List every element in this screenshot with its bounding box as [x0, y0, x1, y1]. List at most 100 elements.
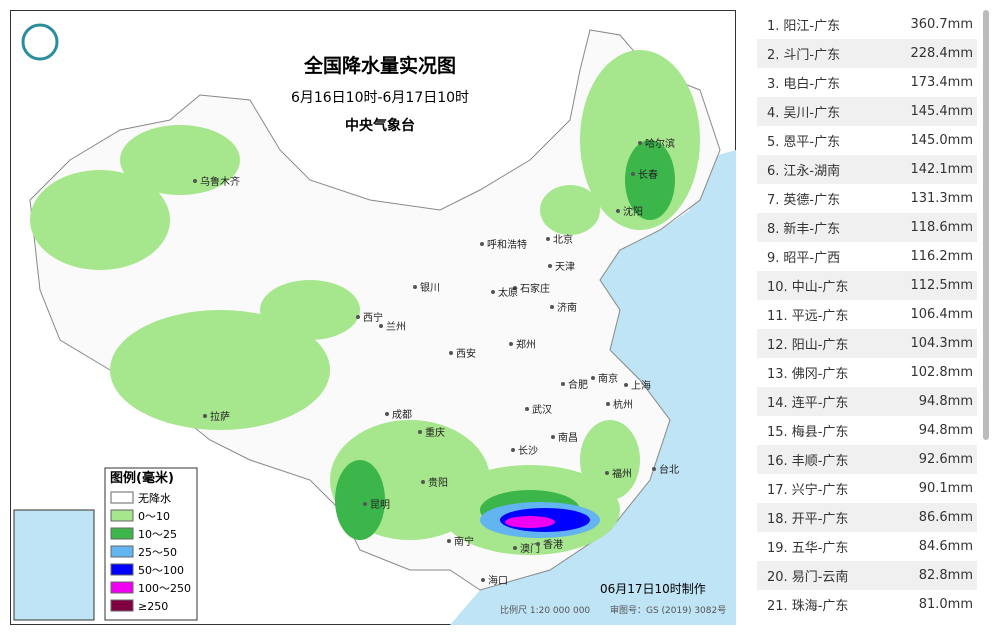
city-dot — [652, 467, 656, 471]
city-dot — [591, 376, 595, 380]
station: 16. 丰顺-广东 — [767, 450, 848, 469]
city-dot — [548, 264, 552, 268]
rank: 14. — [767, 396, 788, 411]
city-label: 杭州 — [613, 398, 633, 411]
station-name: 丰顺-广东 — [791, 454, 849, 469]
ranking-row: 19. 五华-广东 84.6mm — [757, 532, 977, 561]
station: 11. 平远-广东 — [767, 305, 848, 324]
city-dot — [550, 305, 554, 309]
ranking-row: 9. 昭平-广西 116.2mm — [757, 242, 977, 271]
city-dot — [536, 542, 540, 546]
city-label: 石家庄 — [520, 282, 550, 295]
legend-label: 100～250 — [138, 582, 191, 595]
city-dot — [616, 209, 620, 213]
city-label: 福州 — [612, 467, 632, 480]
rainfall: 92.6mm — [918, 452, 973, 467]
city-label: 香港 — [543, 539, 563, 551]
city-label: 北京 — [553, 233, 573, 246]
rank: 11. — [767, 309, 788, 324]
station-name: 电白-广东 — [783, 77, 841, 92]
map-agency: 中央气象台 — [345, 117, 415, 134]
rainfall: 118.6mm — [910, 220, 973, 235]
legend-label: 50～100 — [138, 564, 184, 577]
city-label: 南昌 — [558, 431, 578, 444]
rainfall: 173.4mm — [910, 75, 973, 90]
legend-swatch — [110, 563, 134, 576]
city-label: 海口 — [488, 574, 508, 587]
city-dot — [509, 342, 513, 346]
ranking-row: 5. 恩平-广东 145.0mm — [757, 126, 977, 155]
city-label: 银川 — [420, 281, 440, 294]
city-label: 昆明 — [370, 499, 390, 511]
approval: 审图号：GS (2019) 3082号 — [610, 604, 726, 616]
station-name: 吴川-广东 — [783, 106, 841, 121]
city-label: 长沙 — [518, 445, 538, 457]
made-time: 06月17日10时制作 — [600, 582, 706, 596]
rainfall: 360.7mm — [910, 17, 973, 32]
rank: 16. — [767, 454, 788, 469]
legend-swatch — [110, 527, 134, 540]
scrollbar[interactable] — [983, 10, 989, 440]
city-label: 合肥 — [568, 378, 588, 391]
rank: 15. — [767, 425, 788, 440]
legend-label: 25～50 — [138, 546, 177, 559]
rain-heavy-rainstorm — [505, 516, 555, 528]
rank: 1. — [767, 19, 780, 34]
ranking-row: 11. 平远-广东 106.4mm — [757, 300, 977, 329]
city-dot — [491, 290, 495, 294]
city-dot — [413, 285, 417, 289]
city-label: 济南 — [557, 301, 577, 314]
station-name: 新丰-广东 — [783, 222, 841, 237]
city-label: 天津 — [555, 261, 575, 273]
station-name: 昭平-广西 — [783, 251, 841, 266]
rank: 19. — [767, 541, 788, 556]
station: 20. 易门-云南 — [767, 566, 848, 585]
legend-label: 0～10 — [138, 510, 170, 523]
station-name: 连平-广东 — [791, 396, 849, 411]
station: 12. 阳山-广东 — [767, 334, 848, 353]
city-label: 南京 — [598, 372, 618, 385]
station: 19. 五华-广东 — [767, 537, 848, 556]
logo — [21, 23, 59, 61]
station-name: 江永-湖南 — [783, 164, 841, 179]
rank: 7. — [767, 193, 780, 208]
rainfall: 145.4mm — [910, 104, 973, 119]
station-name: 恩平-广东 — [783, 135, 841, 150]
station: 14. 连平-广东 — [767, 392, 848, 411]
city-label: 长春 — [638, 169, 658, 181]
ranking-row: 20. 易门-云南 82.8mm — [757, 561, 977, 590]
city-label: 沈阳 — [623, 205, 643, 218]
rainfall: 112.5mm — [910, 278, 973, 293]
station-name: 佛冈-广东 — [791, 367, 849, 382]
rank: 10. — [767, 280, 788, 295]
city-dot — [385, 412, 389, 416]
ranking-row: 6. 江永-湖南 142.1mm — [757, 155, 977, 184]
legend-swatch — [110, 545, 134, 558]
station-name: 斗门-广东 — [783, 48, 841, 63]
ranking-list: 1. 阳江-广东 360.7mm 2. 斗门-广东 228.4mm 3. 电白-广东 173.4… — [757, 10, 977, 625]
city-dot — [513, 546, 517, 550]
rainfall: 104.3mm — [910, 336, 973, 351]
city-dot — [638, 141, 642, 145]
city-dot — [363, 502, 367, 506]
city-dot — [480, 242, 484, 246]
rank: 9. — [767, 251, 780, 266]
ranking-row: 21. 珠海-广东 81.0mm — [757, 590, 977, 619]
map-subtitle: 6月16日10时-6月17日10时 — [291, 90, 469, 106]
rank: 2. — [767, 48, 780, 63]
city-dot — [421, 480, 425, 484]
rank: 13. — [767, 367, 788, 382]
station-name: 英德-广东 — [783, 193, 841, 208]
ranking-row: 15. 梅县-广东 94.8mm — [757, 416, 977, 445]
city-label: 兰州 — [386, 320, 406, 333]
rank: 21. — [767, 599, 788, 614]
rainfall: 90.1mm — [918, 481, 973, 496]
station: 18. 开平-广东 — [767, 508, 848, 527]
inset-map — [13, 509, 95, 621]
legend-swatch — [110, 581, 134, 594]
city-label: 乌鲁木齐 — [200, 175, 240, 188]
city-label: 上海 — [631, 379, 651, 392]
ranking-row: 16. 丰顺-广东 92.6mm — [757, 445, 977, 474]
rank: 12. — [767, 338, 788, 353]
